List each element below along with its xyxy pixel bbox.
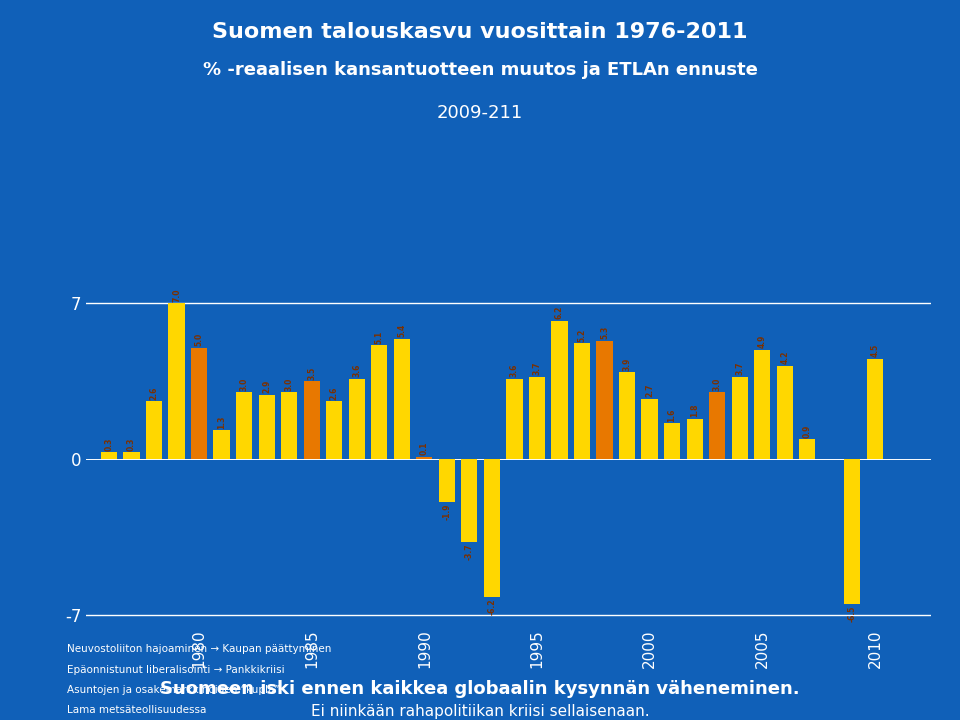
Bar — [506, 379, 522, 459]
Bar — [596, 341, 612, 459]
Text: 3.5: 3.5 — [307, 366, 316, 379]
Bar — [799, 439, 815, 459]
Text: Suomen talouskasvu vuosittain 1976-2011: Suomen talouskasvu vuosittain 1976-2011 — [212, 22, 748, 42]
Text: 1.6: 1.6 — [667, 408, 677, 422]
Text: 0.3: 0.3 — [105, 438, 113, 451]
Bar — [619, 372, 636, 459]
Text: 0.1: 0.1 — [420, 442, 429, 455]
Bar — [867, 359, 883, 459]
Bar — [529, 377, 545, 459]
Bar — [439, 459, 455, 502]
Text: 5.3: 5.3 — [600, 326, 609, 339]
Text: 6.2: 6.2 — [555, 306, 564, 320]
Bar — [732, 377, 748, 459]
Text: 4.5: 4.5 — [871, 344, 879, 357]
Bar — [326, 401, 343, 459]
Text: 7.0: 7.0 — [172, 288, 181, 302]
Text: Epäonnistunut liberalisointi → Pankkikriisi: Epäonnistunut liberalisointi → Pankkikri… — [67, 665, 285, 675]
Bar — [484, 459, 500, 598]
Bar — [213, 430, 229, 459]
Text: % -reaalisen kansantuotteen muutos ja ETLAn ennuste: % -reaalisen kansantuotteen muutos ja ET… — [203, 61, 757, 79]
Text: 3.0: 3.0 — [285, 377, 294, 391]
Text: 3.9: 3.9 — [623, 357, 632, 371]
Bar — [258, 395, 275, 459]
Text: Lama metsäteollisuudessa: Lama metsäteollisuudessa — [67, 705, 206, 715]
Bar — [303, 381, 320, 459]
Bar — [123, 452, 139, 459]
Text: 3.6: 3.6 — [352, 364, 361, 377]
Bar — [146, 401, 162, 459]
Text: 2.6: 2.6 — [150, 386, 158, 400]
Text: -3.7: -3.7 — [465, 543, 474, 560]
Text: 1.3: 1.3 — [217, 415, 226, 428]
Text: Ei niinkään rahapolitiikan kriisi sellaisenaan.: Ei niinkään rahapolitiikan kriisi sellai… — [311, 704, 649, 719]
Text: 2.9: 2.9 — [262, 379, 271, 393]
Bar — [709, 392, 726, 459]
Bar — [236, 392, 252, 459]
Text: 5.1: 5.1 — [374, 330, 384, 344]
Bar — [755, 350, 770, 459]
Text: 2009-211: 2009-211 — [437, 104, 523, 122]
Bar — [551, 321, 567, 459]
Text: 3.7: 3.7 — [533, 361, 541, 375]
Text: 4.9: 4.9 — [757, 335, 767, 348]
Bar — [372, 346, 388, 459]
Bar — [641, 399, 658, 459]
Text: 2.7: 2.7 — [645, 384, 654, 397]
Text: -6.5: -6.5 — [848, 606, 857, 622]
Bar — [574, 343, 590, 459]
Text: 5.4: 5.4 — [397, 324, 406, 337]
Bar — [777, 366, 793, 459]
Text: 3.0: 3.0 — [712, 377, 722, 391]
Text: 5.2: 5.2 — [578, 328, 587, 342]
Bar — [191, 348, 207, 459]
Bar — [101, 452, 117, 459]
Text: Asuntojen ja osakemarkkinoiden “kupla”: Asuntojen ja osakemarkkinoiden “kupla” — [67, 685, 279, 695]
Text: 3.6: 3.6 — [510, 364, 519, 377]
Text: 3.0: 3.0 — [240, 377, 249, 391]
Text: 2.6: 2.6 — [329, 386, 339, 400]
Bar — [168, 303, 184, 459]
Text: -1.9: -1.9 — [443, 503, 451, 520]
Text: 0.3: 0.3 — [127, 438, 136, 451]
Bar — [686, 419, 703, 459]
Bar — [281, 392, 298, 459]
Bar — [417, 457, 432, 459]
Bar — [394, 339, 410, 459]
Bar — [348, 379, 365, 459]
Text: Suomeen iski ennen kaikkea globaalin kysynnän väheneminen.: Suomeen iski ennen kaikkea globaalin kys… — [160, 680, 800, 698]
Text: 1.8: 1.8 — [690, 404, 699, 418]
Bar — [461, 459, 477, 541]
Bar — [664, 423, 681, 459]
Text: Neuvostoliiton hajoaminen → Kaupan päättyminen: Neuvostoliiton hajoaminen → Kaupan päätt… — [67, 644, 331, 654]
Bar — [844, 459, 860, 604]
Text: 4.2: 4.2 — [780, 351, 789, 364]
Text: -6.2: -6.2 — [488, 599, 496, 616]
Text: 0.9: 0.9 — [803, 424, 812, 438]
Text: 5.0: 5.0 — [195, 333, 204, 346]
Text: 3.7: 3.7 — [735, 361, 744, 375]
